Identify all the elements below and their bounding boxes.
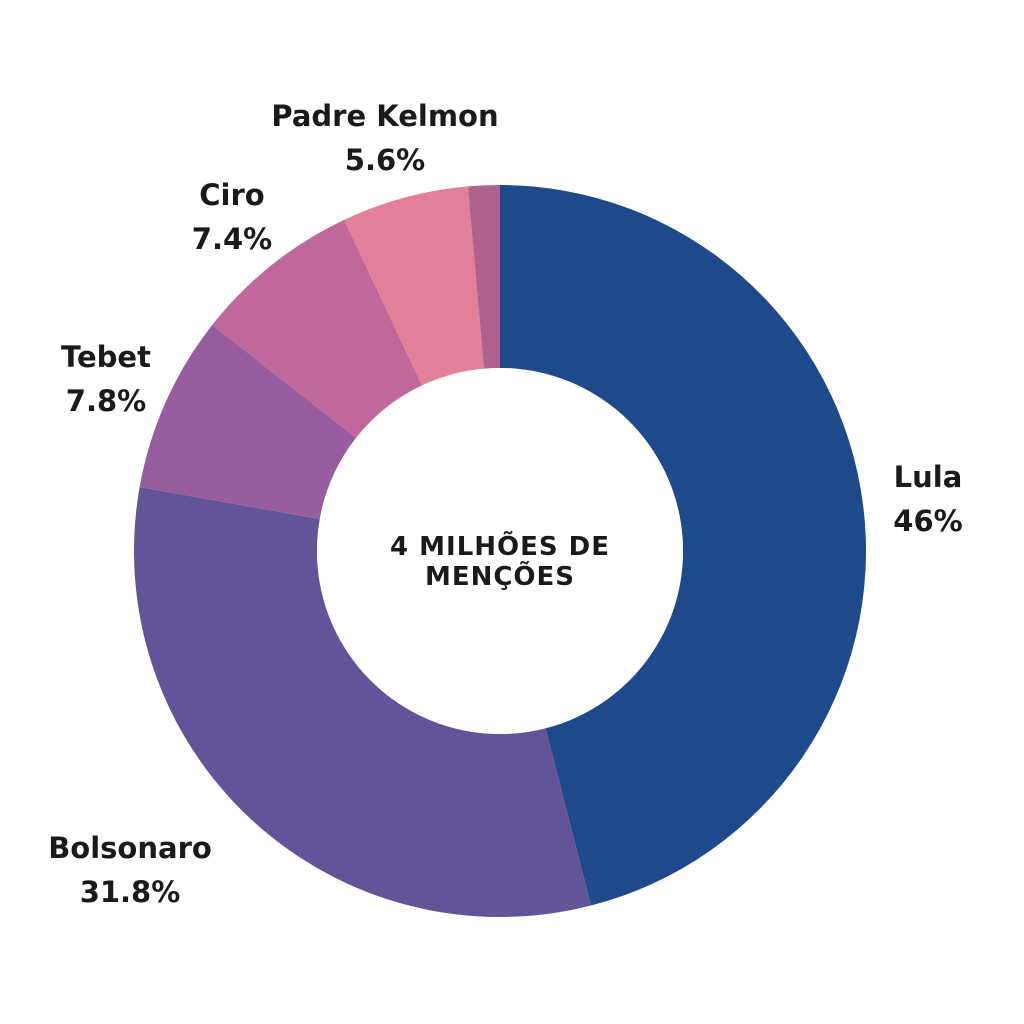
slice-label-value: 31.8% bbox=[80, 875, 181, 909]
slice-label-name: Bolsonaro bbox=[48, 831, 212, 865]
slice-label-name: Padre Kelmon bbox=[271, 99, 498, 133]
slice-tebet bbox=[139, 324, 357, 519]
donut-hole bbox=[317, 368, 683, 734]
slice-label-value: 7.4% bbox=[192, 222, 272, 256]
slice-label-name: Ciro bbox=[199, 178, 264, 212]
slice-lula bbox=[500, 185, 866, 906]
slice-other bbox=[467, 185, 500, 369]
slice-bolsonaro bbox=[133, 486, 592, 917]
center-label-line-2: MENÇÕES bbox=[425, 560, 575, 592]
slice-label-name: Lula bbox=[894, 460, 963, 494]
slice-labels: Lula 46% Bolsonaro 31.8% Tebet 7.8% Ciro 7.4% Pa… bbox=[48, 99, 963, 909]
slice-label-value: 5.6% bbox=[345, 143, 425, 177]
slice-label-value: 7.8% bbox=[66, 384, 146, 418]
slice-ciro bbox=[212, 219, 423, 438]
slice-padre-kelmon bbox=[344, 186, 484, 386]
donut-slices bbox=[133, 185, 866, 917]
slice-label-value: 46% bbox=[893, 504, 962, 538]
slice-label-name: Tebet bbox=[61, 340, 151, 374]
center-label-line-1: 4 MILHÕES DE bbox=[390, 530, 610, 562]
